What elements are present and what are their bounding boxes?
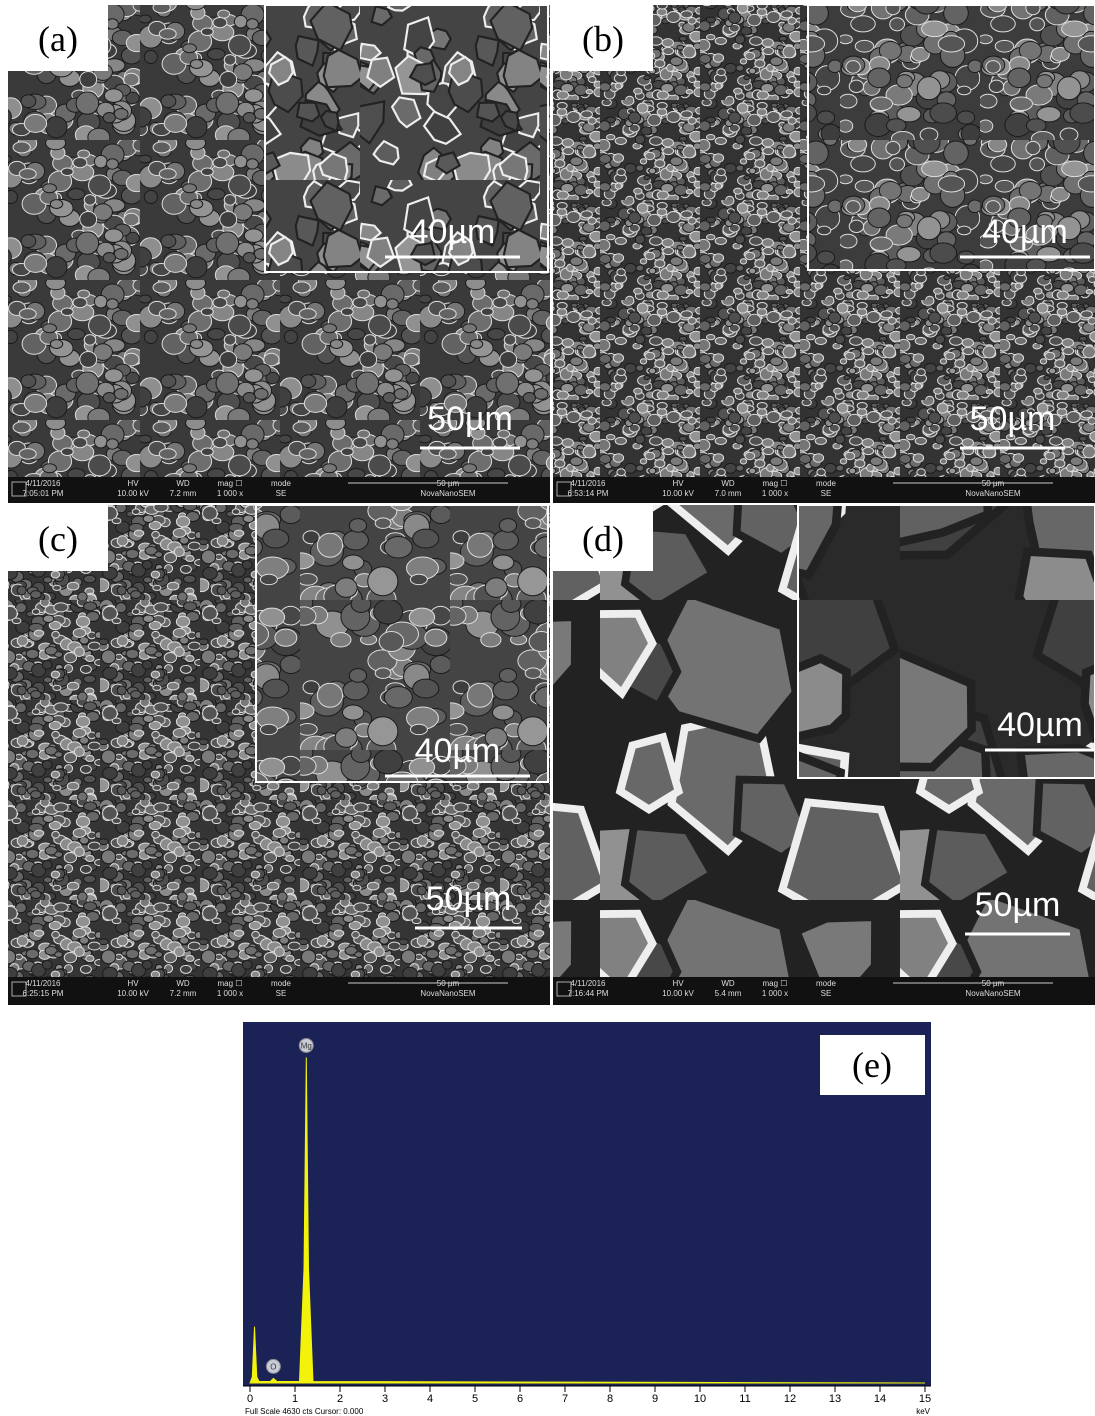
info-wd: 7.2 mm	[170, 489, 197, 498]
info-date: 4/11/2016	[26, 479, 62, 488]
info-mag-label: mag ☐	[218, 979, 243, 988]
info-wd-label: WD	[176, 979, 190, 988]
inset-scale-label: 40µm	[982, 213, 1068, 251]
x-tick-label: 7	[562, 1393, 568, 1405]
inset-image	[265, 5, 548, 272]
info-date: 4/11/2016	[571, 979, 607, 988]
x-tick-label: 14	[874, 1393, 886, 1405]
inset-scale-label: 40µm	[415, 732, 501, 770]
info-mag: 1 000 x	[762, 989, 788, 998]
info-instrument: NovaNanoSEM	[965, 489, 1020, 498]
x-unit: keV	[916, 1407, 930, 1416]
info-hv-label: HV	[127, 979, 139, 988]
panel-label: (e)	[852, 1045, 892, 1085]
info-hv: 10.00 kV	[117, 489, 149, 498]
info-mag: 1 000 x	[217, 489, 243, 498]
info-mag-label: mag ☐	[763, 479, 788, 488]
info-hv-label: HV	[672, 979, 684, 988]
peak-label: O	[270, 1362, 276, 1371]
info-mag-label: mag ☐	[763, 979, 788, 988]
info-wd-label: WD	[721, 979, 735, 988]
info-mode: SE	[821, 489, 832, 498]
info-mode-label: mode	[271, 479, 292, 488]
info-hv: 10.00 kV	[117, 989, 149, 998]
x-tick-label: 13	[829, 1393, 841, 1405]
x-tick-label: 3	[382, 1393, 388, 1405]
info-mag: 1 000 x	[762, 489, 788, 498]
panel-label: (c)	[38, 519, 78, 559]
x-tick-label: 12	[784, 1393, 796, 1405]
info-wd-label: WD	[721, 479, 735, 488]
panel-label: (a)	[38, 19, 78, 59]
info-instrument: NovaNanoSEM	[420, 989, 475, 998]
sem-panel: 40µm 50µm (a) 4/11/20167:05:01 PM HV10.00 kV…	[8, 5, 550, 503]
scale-label: 50µm	[975, 886, 1061, 924]
info-mag: 1 000 x	[217, 989, 243, 998]
info-date: 4/11/2016	[571, 479, 607, 488]
spectrum-footer: Full Scale 4630 cts Cursor: 0.000	[245, 1407, 364, 1416]
x-tick-label: 0	[247, 1393, 253, 1405]
info-mode-label: mode	[816, 979, 837, 988]
info-instrument: NovaNanoSEM	[420, 489, 475, 498]
figure: 40µm50µm(a)4/11/20167:05:01 PMHV10.00 kV…	[0, 0, 1095, 1416]
x-tick-label: 9	[652, 1393, 658, 1405]
info-mode: SE	[821, 989, 832, 998]
inset-scale-label: 40µm	[997, 706, 1083, 744]
x-tick-label: 11	[739, 1393, 750, 1405]
info-wd-label: WD	[176, 479, 190, 488]
info-time: 7:05:01 PM	[23, 489, 64, 498]
scale-label: 50µm	[970, 400, 1056, 438]
info-mag-label: mag ☐	[218, 479, 243, 488]
x-tick-label: 15	[919, 1393, 931, 1405]
info-mode: SE	[276, 489, 287, 498]
info-mode-label: mode	[816, 479, 837, 488]
info-time: 6:25:15 PM	[23, 989, 64, 998]
x-tick-label: 8	[607, 1393, 613, 1405]
x-tick-label: 4	[427, 1393, 433, 1405]
panel-label: (d)	[582, 519, 624, 559]
panel-label: (b)	[582, 19, 624, 59]
info-time: 7:16:44 PM	[568, 989, 609, 998]
info-instrument: NovaNanoSEM	[965, 989, 1020, 998]
inset-image	[256, 505, 548, 782]
info-hv: 10.00 kV	[662, 489, 694, 498]
info-hv-label: HV	[127, 479, 139, 488]
info-wd: 7.0 mm	[715, 489, 742, 498]
x-tick-label: 5	[472, 1393, 478, 1405]
x-tick-label: 2	[337, 1393, 343, 1405]
scale-label: 50µm	[426, 880, 512, 918]
scale-label: 50µm	[427, 400, 513, 438]
info-date: 4/11/2016	[26, 979, 62, 988]
peak-label: Mg	[301, 1041, 312, 1050]
info-time: 6:53:14 PM	[568, 489, 609, 498]
info-wd: 7.2 mm	[170, 989, 197, 998]
x-tick-label: 6	[517, 1393, 523, 1405]
x-tick-label: 1	[292, 1393, 298, 1405]
info-hv-label: HV	[672, 479, 684, 488]
info-mode-label: mode	[271, 979, 292, 988]
info-hv: 10.00 kV	[662, 989, 694, 998]
info-mode: SE	[276, 989, 287, 998]
inset-scale-label: 40µm	[410, 213, 496, 251]
info-wd: 5.4 mm	[715, 989, 742, 998]
x-tick-label: 10	[694, 1393, 706, 1405]
